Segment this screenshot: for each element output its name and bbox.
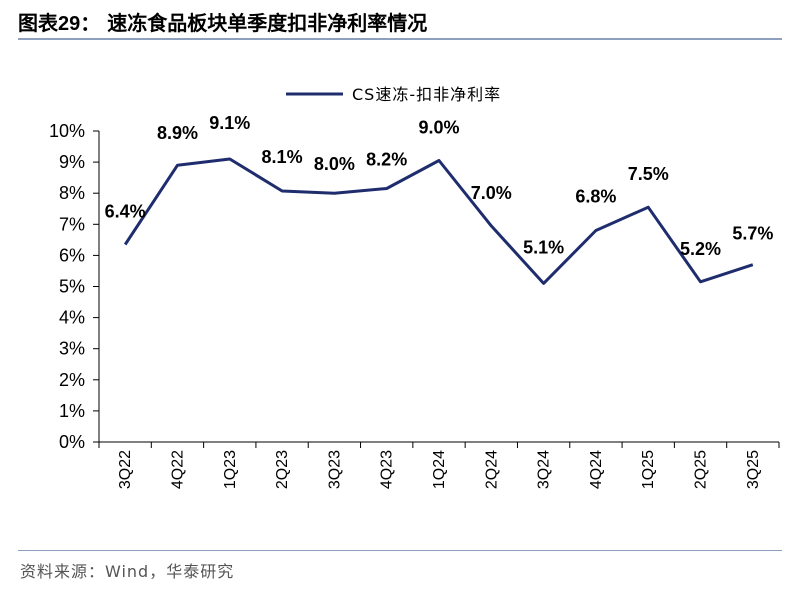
- y-tick-label: 1%: [59, 401, 85, 421]
- x-tick-label: 3Q23: [326, 450, 343, 489]
- y-tick-label: 8%: [59, 183, 85, 203]
- figure-label: 图表: [18, 11, 58, 35]
- x-tick-label: 2Q23: [274, 450, 291, 489]
- data-label: 8.1%: [262, 147, 303, 167]
- data-label: 5.7%: [732, 224, 773, 244]
- y-tick-label: 3%: [59, 339, 85, 359]
- x-tick-label: 4Q22: [169, 450, 186, 489]
- y-tick-label: 9%: [59, 152, 85, 172]
- data-label: 7.0%: [471, 183, 512, 203]
- data-label: 6.4%: [105, 202, 146, 222]
- y-tick-label: 7%: [59, 214, 85, 234]
- data-label: 7.5%: [628, 164, 669, 184]
- figure-number: 29: [58, 13, 81, 35]
- data-label: 5.1%: [523, 237, 564, 257]
- y-tick-label: 5%: [59, 277, 85, 297]
- data-labels: 6.4% 8.9% 9.1% 8.1% 8.0% 8.2% 9.0% 7.0% 5.1% 6.8%…: [105, 113, 774, 259]
- figure-title: 图表29： 速冻食品板块单季度扣非净利率情况: [18, 8, 427, 38]
- data-label: 9.0%: [418, 118, 459, 138]
- figure-colon: ：: [80, 11, 101, 35]
- data-label: 8.2%: [366, 150, 407, 170]
- y-tick-label: 6%: [59, 245, 85, 265]
- x-tick-label: 1Q24: [431, 450, 448, 489]
- x-tick-label: 3Q24: [536, 450, 553, 489]
- source-note: 资料来源：Wind，华泰研究: [20, 562, 235, 581]
- x-tick-label: 1Q23: [222, 450, 239, 489]
- data-label: 6.8%: [575, 187, 616, 207]
- x-tick-label: 2Q25: [693, 450, 710, 489]
- x-axis: 3Q22 4Q22 1Q23 2Q23 3Q23 4Q23 1Q24 2Q24 3Q24 4Q24…: [98, 441, 780, 489]
- y-tick-label: 2%: [59, 370, 85, 390]
- y-tick-label: 4%: [59, 308, 85, 328]
- figure-title-text: 速冻食品板块单季度扣非净利率情况: [107, 11, 428, 35]
- data-label: 9.1%: [209, 113, 250, 133]
- x-tick-label: 2Q24: [483, 450, 500, 489]
- y-tick-label: 10%: [49, 121, 85, 141]
- x-tick-label: 1Q25: [640, 450, 657, 489]
- top-divider: [18, 38, 782, 40]
- x-tick-label: 3Q25: [745, 450, 762, 489]
- data-label: 8.9%: [157, 123, 198, 143]
- data-label: 8.0%: [314, 154, 355, 174]
- x-tick-label: 3Q22: [117, 450, 134, 489]
- y-tick-label: 0%: [59, 432, 85, 452]
- x-tick-label: 4Q23: [379, 450, 396, 489]
- series-line: [123, 157, 754, 285]
- data-label: 5.2%: [680, 239, 721, 259]
- legend: CS速冻-扣非净利率: [286, 85, 501, 104]
- y-axis: 0% 1% 2% 3% 4% 5% 6% 7% 8% 9% 10%: [49, 121, 100, 452]
- bottom-divider: [18, 550, 782, 551]
- legend-label: CS速冻-扣非净利率: [352, 85, 501, 104]
- x-tick-label: 4Q24: [588, 450, 605, 489]
